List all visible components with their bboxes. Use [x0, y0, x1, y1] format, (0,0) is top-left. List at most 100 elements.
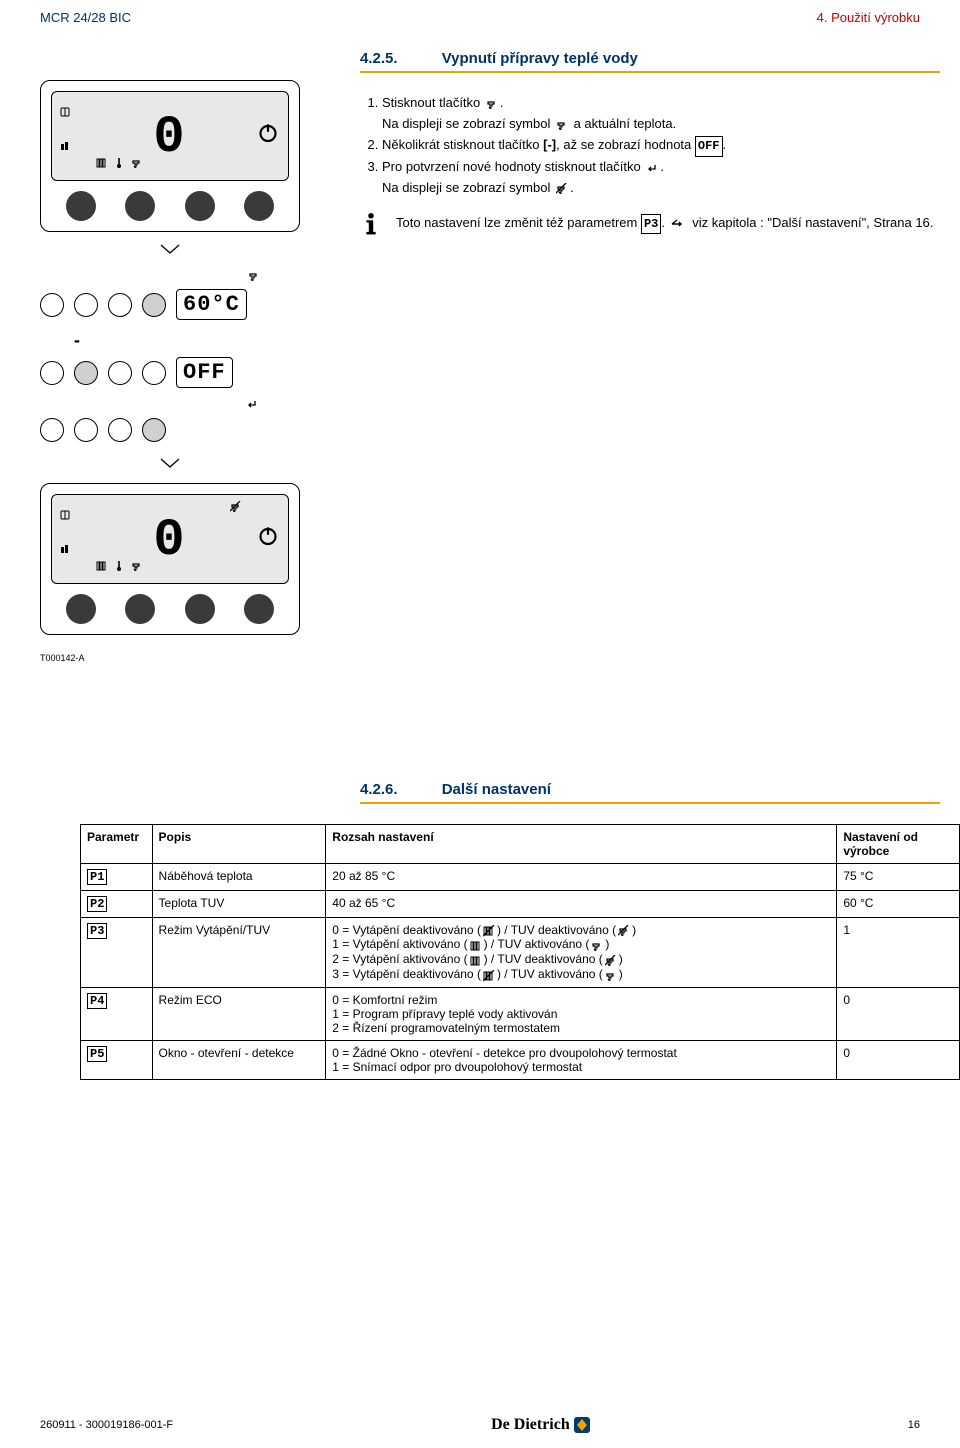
enter-icon [246, 398, 260, 416]
section-425-heading: 4.2.5. Vypnutí přípravy teplé vody [360, 50, 940, 73]
bars-icon [60, 543, 72, 561]
info-icon [360, 213, 382, 241]
panel-button[interactable] [185, 594, 215, 624]
lcd-2: 0 [51, 494, 289, 584]
cell-default: 0 [837, 1040, 960, 1079]
cell-default: 60 °C [837, 890, 960, 917]
section-426-num: 4.2.6. [360, 781, 398, 798]
col-range: Rozsah nastavení [326, 824, 837, 863]
cell-param: P3 [81, 917, 153, 987]
section-426-title: Další nastavení [442, 781, 551, 798]
hand-icon [671, 214, 687, 234]
tap-icon [131, 559, 143, 577]
enter-icon [646, 157, 658, 178]
step-circle [108, 293, 132, 317]
lcd-1: 0 [51, 91, 289, 181]
cell-default: 1 [837, 917, 960, 987]
header-chapter: 4. Použití výrobku [817, 10, 920, 25]
radiator-icon [96, 559, 108, 577]
footer-docref: 260911 - 300019186-001-F [40, 1419, 173, 1431]
cell-desc: Teplota TUV [152, 890, 326, 917]
seq-row-2: OFF [40, 357, 300, 388]
step-circle-active [142, 293, 166, 317]
tap-off-icon [230, 501, 244, 520]
power-icon [258, 124, 278, 149]
cell-range: 20 až 85 °C [326, 863, 837, 890]
step-circle [74, 293, 98, 317]
steps-425: Stisknout tlačítko .Na displeji se zobra… [360, 93, 940, 199]
section-426-heading: 4.2.6. Další nastavení [360, 781, 940, 804]
step-circle [108, 361, 132, 385]
panel-button[interactable] [125, 191, 155, 221]
step-circle [40, 361, 64, 385]
seq-row-1: 60°C [40, 289, 300, 320]
tap-icon [486, 93, 498, 114]
panel-button[interactable] [185, 191, 215, 221]
seg-display-60: 60°C [176, 289, 247, 320]
step-circle [108, 418, 132, 442]
cell-default: 75 °C [837, 863, 960, 890]
panel-button[interactable] [125, 594, 155, 624]
p3-badge: P3 [641, 214, 661, 234]
cell-range: 0 = Vytápění deaktivováno () / TUV deakt… [326, 917, 837, 987]
seq-row-3 [40, 418, 300, 442]
panel-button[interactable] [244, 191, 274, 221]
panel-button[interactable] [66, 191, 96, 221]
page-footer: 260911 - 300019186-001-F De Dietrich 16 [40, 1416, 920, 1434]
cell-range: 0 = Žádné Okno - otevření - detekce pro … [326, 1040, 837, 1079]
step-circle-active [142, 418, 166, 442]
tap-icon [556, 114, 568, 135]
tap-icon [131, 156, 143, 174]
panel-button[interactable] [66, 594, 96, 624]
col-default: Nastavení od výrobce [837, 824, 960, 863]
info-text: Toto nastavení lze změnit též parametrem… [396, 213, 933, 234]
lcd-2-value: 0 [153, 511, 186, 570]
sequence-diagram: 60°C - OFF [40, 269, 300, 442]
minus-label: - [74, 330, 80, 351]
tap-off-icon [556, 178, 568, 199]
cell-param: P1 [81, 863, 153, 890]
bars-icon [60, 140, 72, 158]
cell-desc: Režim ECO [152, 987, 326, 1040]
step-circle-active [74, 361, 98, 385]
table-row: P4Režim ECO0 = Komfortní režim1 = Progra… [81, 987, 960, 1040]
section-425-num: 4.2.5. [360, 50, 398, 67]
chevron-down-icon [40, 456, 300, 475]
cell-desc: Režim Vytápění/TUV [152, 917, 326, 987]
cell-desc: Náběhová teplota [152, 863, 326, 890]
panel-2-buttons [51, 594, 289, 624]
table-row: P3Režim Vytápění/TUV0 = Vytápění deaktiv… [81, 917, 960, 987]
table-header-row: Parametr Popis Rozsah nastavení Nastaven… [81, 824, 960, 863]
step-3: Pro potvrzení nové hodnoty stisknout tla… [382, 157, 940, 199]
cell-param: P5 [81, 1040, 153, 1079]
info-note-425: Toto nastavení lze změnit též parametrem… [360, 213, 940, 241]
table-row: P1Náběhová teplota20 až 85 °C75 °C [81, 863, 960, 890]
control-panel-2: 0 [40, 483, 300, 635]
cell-desc: Okno - otevření - detekce [152, 1040, 326, 1079]
step-circle [40, 418, 64, 442]
thermometer-icon [116, 156, 123, 174]
radiator-icon [96, 156, 108, 174]
cell-param: P2 [81, 890, 153, 917]
step-1: Stisknout tlačítko .Na displeji se zobra… [382, 93, 940, 135]
brand-logo-icon [574, 1417, 590, 1433]
table-row: P2Teplota TUV40 až 65 °C60 °C [81, 890, 960, 917]
off-badge: OFF [695, 136, 723, 157]
panel-1-buttons [51, 191, 289, 221]
section-425-title: Vypnutí přípravy teplé vody [442, 50, 638, 67]
step-2: Několikrát stisknout tlačítko [-], až se… [382, 135, 940, 157]
header-model: MCR 24/28 BIC [40, 10, 131, 25]
table-row: P5Okno - otevření - detekce0 = Žádné Okn… [81, 1040, 960, 1079]
footer-brand-text: De Dietrich [491, 1416, 570, 1434]
book-icon [60, 509, 72, 527]
step-circle [142, 361, 166, 385]
cell-param: P4 [81, 987, 153, 1040]
control-panel-1: 0 [40, 80, 300, 232]
cell-range: 0 = Komfortní režim1 = Program přípravy … [326, 987, 837, 1040]
footer-page: 16 [908, 1419, 920, 1431]
cell-default: 0 [837, 987, 960, 1040]
book-icon [60, 106, 72, 124]
diagram-column: 0 [40, 80, 300, 669]
step-circle [74, 418, 98, 442]
panel-button[interactable] [244, 594, 274, 624]
